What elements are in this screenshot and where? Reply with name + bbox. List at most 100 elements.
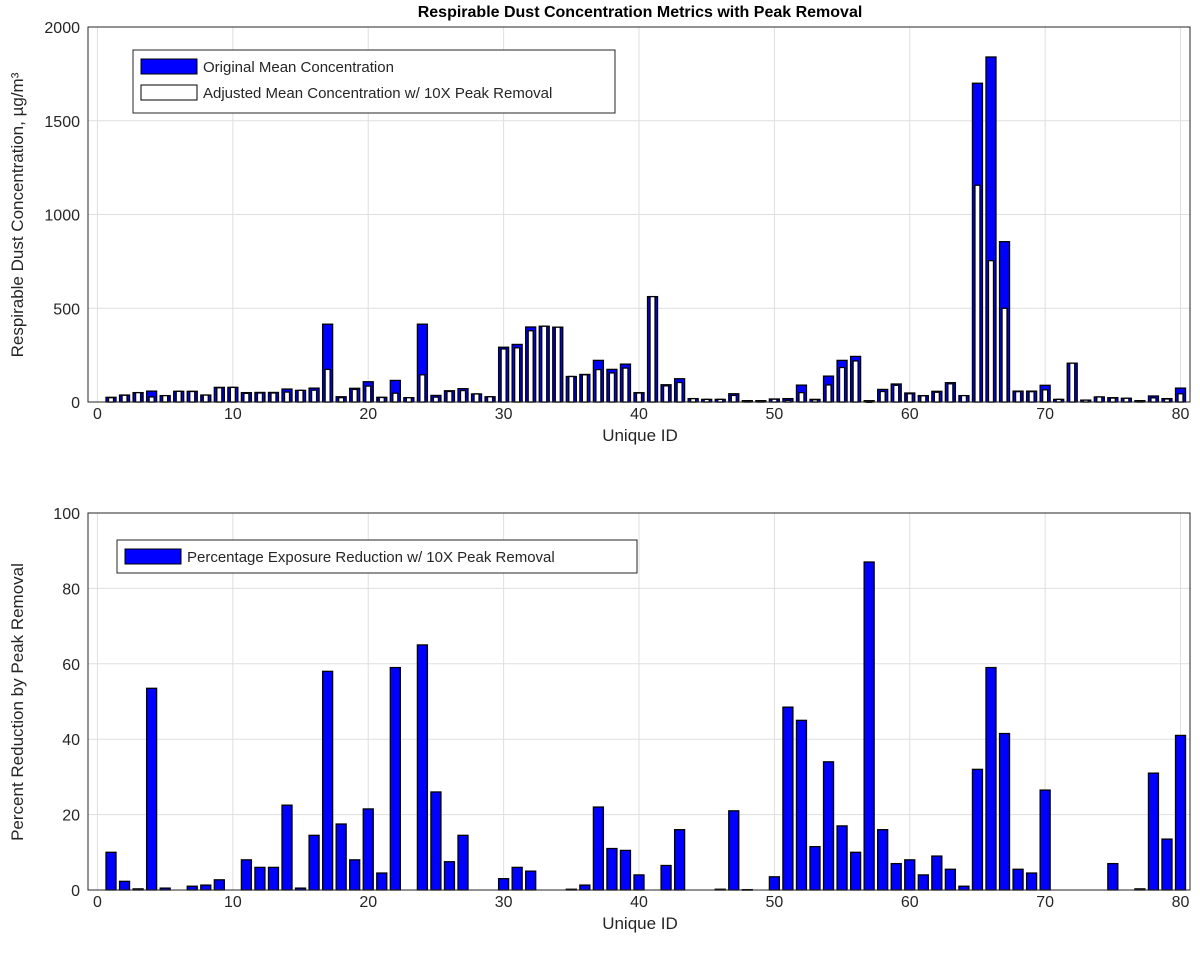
y-tick-label: 0 <box>71 883 80 900</box>
bar-series2 <box>879 390 886 403</box>
bar-series2 <box>1001 307 1008 403</box>
bar-series2 <box>270 392 277 403</box>
x-tick-label: 0 <box>93 894 102 911</box>
bar-series2 <box>1014 391 1022 403</box>
bar-series2 <box>134 391 142 403</box>
bar-series2 <box>581 374 588 403</box>
bar-series2 <box>920 395 927 403</box>
bar-series1 <box>389 666 401 891</box>
bar-series1 <box>971 768 984 891</box>
bar-series2 <box>365 385 372 403</box>
bar-series2 <box>1177 393 1184 403</box>
bar-series1 <box>579 884 591 891</box>
bar-series1 <box>822 761 835 891</box>
bar-series2 <box>500 348 507 403</box>
bar-series2 <box>392 392 399 403</box>
bar-series1 <box>1039 789 1051 891</box>
bar-series2 <box>459 389 467 403</box>
bar-series1 <box>362 808 374 891</box>
bar-series2 <box>338 397 345 403</box>
x-tick-label: 0 <box>93 406 102 423</box>
y-tick-label: 60 <box>62 657 80 674</box>
x-tick-label: 40 <box>630 406 648 423</box>
bar-series1 <box>1107 862 1119 891</box>
bar-series1 <box>849 851 862 891</box>
bar-series2 <box>527 330 534 403</box>
bar-series2 <box>486 396 494 403</box>
bar-series1 <box>877 829 889 891</box>
top-xlabel: Unique ID <box>602 426 678 445</box>
bar-series2 <box>690 397 697 403</box>
bar-series2 <box>405 397 413 403</box>
y-tick-label: 20 <box>62 808 80 825</box>
bar-series1 <box>660 864 672 891</box>
bar-series2 <box>568 375 575 403</box>
bar-series2 <box>595 368 602 403</box>
x-tick-label: 80 <box>1172 894 1190 911</box>
x-tick-label: 20 <box>359 894 377 911</box>
bar-series1 <box>349 859 361 891</box>
bar-series1 <box>240 859 253 891</box>
bar-series2 <box>798 391 805 403</box>
x-tick-label: 10 <box>224 894 242 911</box>
bar-series2 <box>947 383 954 403</box>
bar-series2 <box>649 295 656 403</box>
y-tick-label: 1500 <box>44 114 80 131</box>
bar-series2 <box>148 396 155 403</box>
bar-series2 <box>1096 396 1103 403</box>
x-tick-label: 50 <box>765 406 783 423</box>
bar-series1 <box>1174 734 1187 891</box>
bar-series1 <box>511 866 523 891</box>
legend: Percentage Exposure Reduction w/ 10X Pea… <box>116 539 638 574</box>
legend-label: Percentage Exposure Reduction w/ 10X Pea… <box>187 549 555 566</box>
bar-series1 <box>430 791 442 891</box>
bottom-xlabel: Unique ID <box>602 914 678 933</box>
bar-series2 <box>283 391 291 403</box>
axes-box <box>87 26 1191 403</box>
bar-series1 <box>525 870 537 891</box>
bar-series1 <box>213 879 225 891</box>
bar-series1 <box>633 874 645 891</box>
bar-series2 <box>202 394 209 403</box>
bar-series1 <box>335 823 347 891</box>
bar-series1 <box>782 706 794 891</box>
bar-series1 <box>606 847 618 891</box>
bar-series2 <box>676 381 683 403</box>
bar-series2 <box>514 347 521 403</box>
y-tick-label: 100 <box>53 506 80 523</box>
bar-series1 <box>904 859 916 891</box>
bar-series2 <box>419 374 426 403</box>
y-tick-label: 80 <box>62 581 80 598</box>
bar-series1 <box>985 666 997 891</box>
bar-series2 <box>432 396 440 403</box>
x-tick-label: 20 <box>359 406 377 423</box>
bar-series1 <box>267 866 280 891</box>
x-tick-label: 10 <box>224 406 242 423</box>
bar-series2 <box>229 386 237 403</box>
bar-series1 <box>998 732 1011 891</box>
x-tick-label: 60 <box>901 406 919 423</box>
bar-series1 <box>186 885 198 891</box>
bar-series1 <box>200 884 212 891</box>
bar-series2 <box>310 389 318 403</box>
legend-swatch <box>140 58 198 75</box>
bar-series2 <box>1109 397 1116 403</box>
bar-series1 <box>944 868 957 891</box>
bar-series2 <box>974 184 981 403</box>
bar-series2 <box>121 394 128 403</box>
x-tick-label: 30 <box>495 894 513 911</box>
bottom-ylabel: Percent Reduction by Peak Removal <box>8 563 27 841</box>
bar-series1 <box>809 845 821 891</box>
bar-series2 <box>987 259 995 403</box>
x-tick-label: 40 <box>630 894 648 911</box>
bar-series1 <box>1161 838 1173 891</box>
bar-series1 <box>497 878 510 891</box>
x-tick-label: 50 <box>765 894 783 911</box>
legend-box <box>116 539 638 574</box>
bar-series2 <box>1069 362 1076 403</box>
bar-series1 <box>673 829 686 891</box>
bar-series2 <box>608 372 616 403</box>
y-tick-label: 500 <box>53 301 80 318</box>
x-tick-label: 60 <box>901 894 919 911</box>
